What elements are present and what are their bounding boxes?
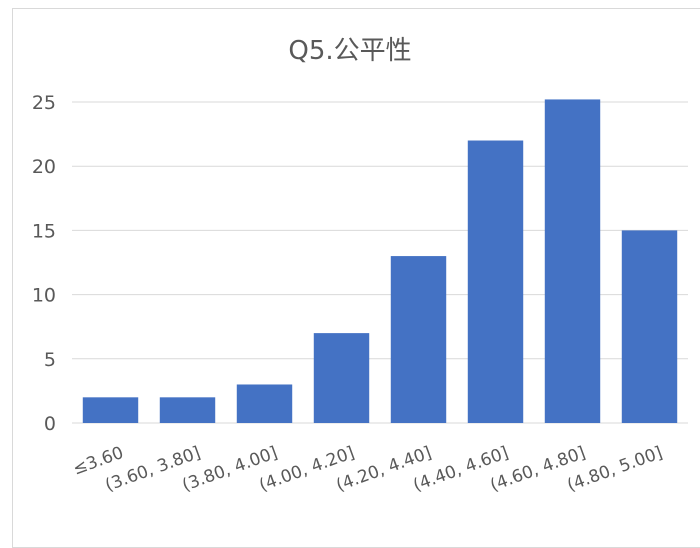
bar xyxy=(159,397,216,423)
bar xyxy=(467,140,524,423)
bar xyxy=(82,397,139,423)
bar xyxy=(621,230,678,423)
bar xyxy=(390,256,447,423)
y-tick-label: 0 xyxy=(44,413,56,435)
chart-title: Q5.公平性 xyxy=(288,36,412,66)
bars xyxy=(82,99,678,423)
y-tick-label: 20 xyxy=(32,156,56,178)
y-tick-label: 15 xyxy=(32,220,56,242)
y-tick-label: 10 xyxy=(32,285,56,307)
y-axis-tick-labels: 0 5 10 15 20 25 xyxy=(32,92,56,435)
bar xyxy=(544,99,601,423)
y-tick-label: 5 xyxy=(44,349,56,371)
y-tick-label: 25 xyxy=(32,92,56,114)
histogram-chart: 0 5 10 15 20 25 ≤3.60(3.60, 3.80](3.80, 4.00]… xyxy=(32,92,688,496)
bar xyxy=(313,333,370,423)
x-axis-tick-labels: ≤3.60(3.60, 3.80](3.80, 4.00](4.00, 4.20… xyxy=(70,443,665,496)
bar xyxy=(236,384,293,423)
